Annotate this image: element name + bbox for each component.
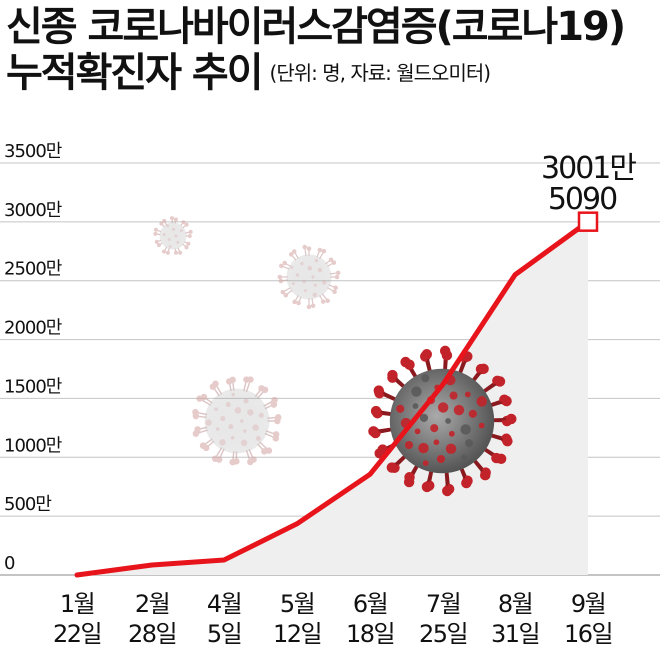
virus-icon-main [368,345,517,497]
chart-title-line2: 누적확진자 추이 (단위: 명, 자료: 월드오미터) [6,50,656,96]
x-tick-label-month: 6월 [353,590,387,618]
x-tick-label-day: 16일 [564,620,612,648]
series-line [74,211,599,578]
virus-icon-large [192,376,282,466]
virus-icon-small [153,216,193,255]
x-tick-label-day: 18일 [346,620,394,648]
last-point-marker [577,211,599,232]
chart-subtitle: (단위: 명, 자료: 월드오미터) [269,61,492,85]
y-tick-label: 0 [4,553,15,574]
x-tick-label-month: 8월 [498,590,532,618]
x-tick-label-day: 5일 [207,620,241,648]
x-tick-label-month: 9월 [571,590,605,618]
y-tick-label: 3000만 [4,200,62,221]
x-tick-label-day: 28일 [128,620,176,648]
x-tick-label-month: 2월 [135,590,169,618]
x-tick-label-month: 5월 [280,590,314,618]
y-tick-label: 1000만 [4,435,62,456]
x-tick-label-day: 22일 [53,620,101,648]
y-tick-label: 3500만 [4,141,62,162]
virus-icon-medium [277,244,341,310]
series-line-path [74,219,591,578]
y-axis-labels: 0 500만 1000만 1500만 2000만 2500만 3000만 3500만 [4,141,63,574]
chart-title: 신종 코로나바이러스감염증(코로나19) [6,4,626,50]
y-tick-label: 500만 [4,494,51,515]
area-series [77,221,588,576]
chart-title-second: 누적확진자 추이 [6,50,264,96]
x-tick-label-day: 12일 [273,620,321,648]
x-tick-label-month: 4월 [207,590,241,618]
x-tick-label-day: 31일 [491,620,539,648]
title-block: 신종 코로나바이러스감염증(코로나19) 누적확진자 추이 (단위: 명, 자료:… [6,4,656,96]
annotation-value-line1: 3001만 [541,151,636,186]
x-tick-label-month: 1월 [60,590,94,618]
y-tick-label: 2000만 [4,318,62,339]
x-tick-label-day: 25일 [419,620,467,648]
virus-illustrations [153,216,517,497]
annotation-value-line2: 5090 [548,182,617,217]
x-tick-label-month: 7월 [426,590,460,618]
area-fill [77,221,588,576]
y-tick-label: 2500만 [4,259,62,280]
y-tick-label: 1500만 [4,376,62,397]
